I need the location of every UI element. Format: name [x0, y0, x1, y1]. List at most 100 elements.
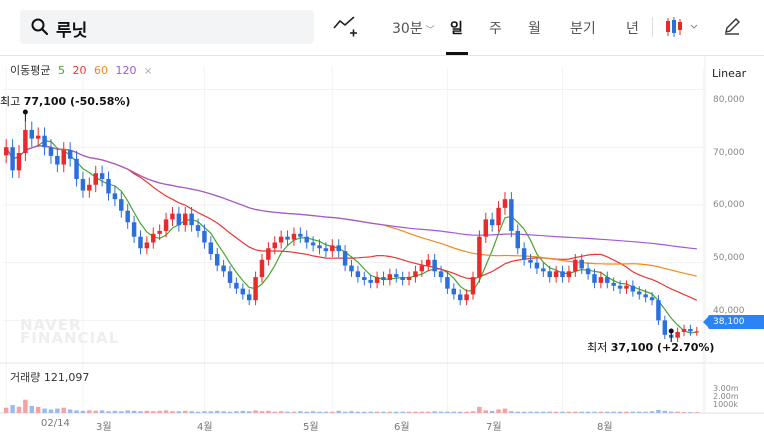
- volume-bar: [489, 410, 495, 413]
- volume-bar: [675, 411, 680, 413]
- volume-bar: [151, 411, 156, 413]
- candle-body: [400, 277, 405, 280]
- candle-body: [266, 248, 271, 260]
- scale-toggle-button[interactable]: Linear: [712, 67, 747, 80]
- candle-body: [119, 199, 124, 211]
- candle-body: [183, 213, 188, 226]
- candle-body: [80, 178, 86, 191]
- volume-bar: [413, 411, 418, 413]
- volume-bar: [3, 407, 9, 413]
- volume-bar: [394, 411, 399, 413]
- volume-bar: [547, 411, 552, 413]
- volume-bar: [266, 410, 271, 413]
- candle-body: [170, 213, 175, 220]
- ma-120-label: 120: [115, 64, 137, 77]
- candle-body: [61, 150, 66, 165]
- volume-bar: [272, 411, 278, 413]
- volume-bar: [291, 411, 297, 413]
- candle-body: [99, 173, 105, 179]
- candle-body: [605, 277, 610, 283]
- candle-body: [349, 265, 354, 272]
- candle-body: [112, 193, 118, 200]
- candle-body: [55, 155, 60, 165]
- candle-body: [675, 331, 680, 338]
- close-icon[interactable]: ×: [143, 66, 153, 77]
- candle-body: [547, 271, 552, 278]
- volume-bar: [87, 410, 92, 413]
- x-tick-label: 7월: [486, 422, 502, 433]
- volume-bar: [195, 411, 201, 413]
- volume-bar: [521, 411, 527, 413]
- candle-body: [342, 251, 348, 266]
- period-day[interactable]: 일: [450, 21, 463, 37]
- volume-bar: [119, 411, 124, 413]
- period-month[interactable]: 월: [528, 21, 541, 37]
- volume-bar: [189, 411, 194, 413]
- candle-body: [681, 329, 687, 332]
- edit-pencil-icon[interactable]: [722, 16, 742, 36]
- candle-body: [362, 277, 367, 280]
- volume-bar: [330, 411, 335, 413]
- candle-body: [617, 285, 623, 289]
- volume-bar: [278, 411, 284, 413]
- candle-body: [515, 230, 520, 249]
- volume-bar: [55, 408, 60, 413]
- volume-label: 거래량: [10, 371, 41, 384]
- x-tick-label: 3월: [96, 422, 112, 433]
- volume-bar: [106, 411, 111, 413]
- ma-5-line: [5, 140, 697, 334]
- low-marker-dot: [668, 328, 674, 334]
- candle-body: [10, 147, 15, 171]
- candle-body: [176, 213, 182, 226]
- volume-bar: [80, 410, 86, 413]
- period-week[interactable]: 주: [489, 21, 502, 37]
- candle-body: [3, 147, 9, 156]
- drawing-tool-icon[interactable]: [332, 14, 358, 38]
- candle-body: [637, 291, 642, 295]
- candle-body: [624, 285, 629, 289]
- candle-body: [310, 242, 316, 246]
- volume-bar: [42, 408, 47, 413]
- candle-body: [195, 225, 201, 231]
- candle-body: [67, 150, 73, 159]
- volume-bar: [451, 411, 457, 413]
- volume-bar: [125, 410, 130, 413]
- candle-body: [598, 277, 604, 283]
- volume-bar: [637, 411, 642, 413]
- candle-body: [451, 288, 457, 295]
- candle-body: [35, 135, 41, 139]
- volume-bar: [298, 411, 303, 413]
- low-price-annotation: 최저 37,100 (+2.70%): [587, 341, 715, 354]
- period-30min[interactable]: 30분 ﹀: [392, 21, 435, 37]
- stock-search-box[interactable]: 루닛: [20, 10, 314, 44]
- volume-bar: [253, 410, 258, 413]
- volume-bar: [163, 410, 169, 413]
- volume-tick-label: 2.00m: [713, 392, 739, 401]
- high-marker-dot: [22, 109, 28, 115]
- candle-body: [483, 219, 489, 237]
- candle-body: [694, 331, 700, 333]
- chart-type-candle-icon[interactable]: [664, 16, 700, 38]
- volume-bar: [470, 411, 476, 413]
- volume-bar: [457, 411, 463, 413]
- search-query[interactable]: 루닛: [56, 21, 88, 41]
- period-quarter[interactable]: 분기: [570, 21, 596, 37]
- volume-bar: [93, 410, 98, 413]
- candle-body: [541, 268, 546, 272]
- candle-body: [317, 245, 322, 249]
- volume-bar: [528, 411, 533, 413]
- volume-bar: [355, 411, 361, 413]
- volume-bar: [131, 410, 137, 413]
- current-price-tag: 38,100: [703, 315, 764, 329]
- volume-bar: [502, 408, 508, 413]
- volume-bar: [509, 411, 514, 413]
- volume-bar: [61, 407, 66, 413]
- period-year[interactable]: 년: [626, 21, 639, 37]
- volume-bar: [662, 410, 668, 413]
- x-tick-label: 8월: [597, 422, 613, 433]
- volume-bar: [342, 411, 348, 413]
- y-tick-label: 70,000: [713, 148, 745, 158]
- candle-body: [16, 153, 22, 171]
- candle-body: [477, 236, 482, 278]
